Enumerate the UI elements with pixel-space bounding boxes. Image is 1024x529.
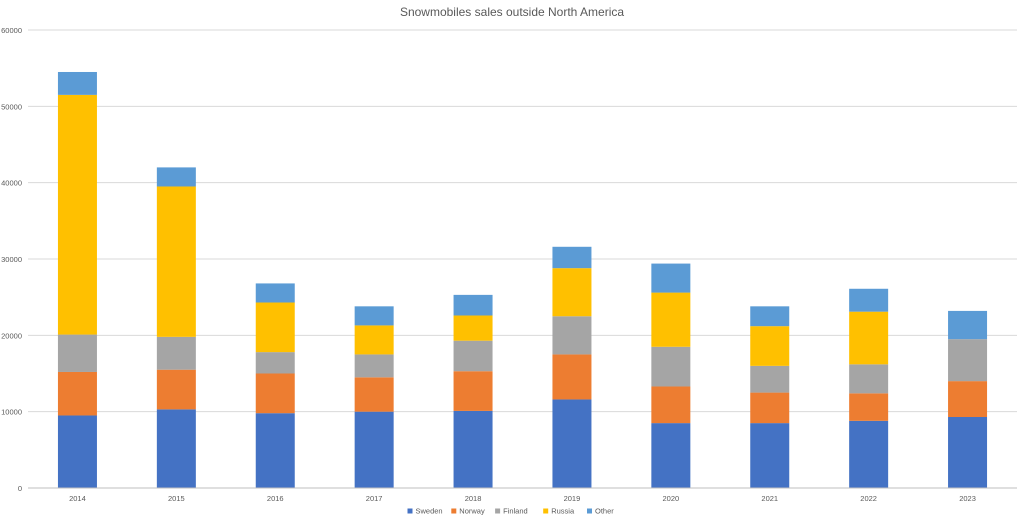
bar-other-2014 <box>57 71 97 95</box>
bar-other-2021 <box>750 306 790 327</box>
y-tick-label: 0 <box>18 484 22 493</box>
x-axis-ticks: 2014 2015 2016 2017 2018 2019 2020 2021 2022 2023 <box>69 494 976 503</box>
x-tick-label: 2014 <box>69 494 86 503</box>
x-tick-label: 2023 <box>959 494 976 503</box>
chart-title: Snowmobiles sales outside North America <box>400 5 624 19</box>
bar-sweden-2021 <box>750 423 790 488</box>
bar-finland-2014 <box>57 334 97 372</box>
legend-label-sweden: Sweden <box>416 507 443 516</box>
bar-sweden-2019 <box>552 399 592 488</box>
y-tick-label: 10000 <box>1 408 22 417</box>
bar-norway-2017 <box>354 377 394 412</box>
bar-norway-2015 <box>156 369 196 410</box>
bar-norway-2018 <box>453 371 493 411</box>
bar-norway-2016 <box>255 373 295 414</box>
bar-finland-2015 <box>156 336 196 370</box>
y-tick-label: 50000 <box>1 102 22 111</box>
legend-swatch-other <box>587 508 592 514</box>
bar-sweden-2016 <box>255 413 295 488</box>
x-tick-label: 2020 <box>663 494 680 503</box>
bar-other-2023 <box>948 310 988 340</box>
bar-russia-2022 <box>849 311 889 365</box>
legend-label-norway: Norway <box>459 507 485 516</box>
y-tick-label: 40000 <box>1 179 22 188</box>
bar-sweden-2014 <box>57 415 97 488</box>
bar-norway-2014 <box>57 371 97 416</box>
bar-norway-2020 <box>651 386 691 424</box>
bars <box>57 71 988 488</box>
bar-sweden-2020 <box>651 423 691 488</box>
bar-finland-2020 <box>651 346 691 387</box>
bar-russia-2016 <box>255 302 295 353</box>
bar-other-2018 <box>453 294 493 316</box>
bar-finland-2016 <box>255 352 295 374</box>
bar-sweden-2022 <box>849 420 889 488</box>
x-tick-label: 2016 <box>267 494 284 503</box>
bar-finland-2018 <box>453 340 493 372</box>
bar-russia-2021 <box>750 326 790 366</box>
x-tick-label: 2018 <box>465 494 482 503</box>
bar-sweden-2023 <box>948 417 988 488</box>
bar-sweden-2018 <box>453 410 493 488</box>
legend-swatch-russia <box>543 508 549 514</box>
y-tick-label: 20000 <box>1 331 22 340</box>
x-tick-label: 2019 <box>564 494 581 503</box>
x-tick-label: 2021 <box>761 494 778 503</box>
x-tick-label: 2015 <box>168 494 185 503</box>
bar-norway-2022 <box>849 393 889 421</box>
legend-swatch-finland <box>495 508 501 514</box>
bar-finland-2021 <box>750 365 790 393</box>
y-tick-label: 60000 <box>1 26 22 35</box>
x-tick-label: 2017 <box>366 494 383 503</box>
bar-other-2015 <box>156 167 196 187</box>
legend-label-other: Other <box>595 507 614 516</box>
bar-sweden-2015 <box>156 409 196 488</box>
bar-russia-2017 <box>354 325 394 355</box>
bar-russia-2014 <box>57 94 97 335</box>
bar-norway-2023 <box>948 381 988 418</box>
legend-swatch-norway <box>451 508 457 514</box>
bar-russia-2020 <box>651 292 691 347</box>
bar-russia-2018 <box>453 315 493 341</box>
bar-other-2020 <box>651 263 691 293</box>
bar-finland-2022 <box>849 364 889 394</box>
bar-norway-2021 <box>750 392 790 424</box>
bar-finland-2019 <box>552 316 592 355</box>
bar-finland-2017 <box>354 354 394 378</box>
legend: Sweden Norway Finland Russia Other <box>407 507 614 516</box>
bar-russia-2015 <box>156 186 196 337</box>
bar-other-2016 <box>255 283 295 303</box>
bar-russia-2019 <box>552 268 592 317</box>
legend-swatch-sweden <box>407 508 413 514</box>
bar-norway-2019 <box>552 354 592 400</box>
y-axis-ticks: 0 10000 20000 30000 40000 50000 60000 <box>1 26 22 493</box>
bar-other-2017 <box>354 306 394 326</box>
x-tick-label: 2022 <box>860 494 877 503</box>
y-tick-label: 30000 <box>1 255 22 264</box>
bar-other-2022 <box>849 288 889 312</box>
bar-sweden-2017 <box>354 411 394 488</box>
bar-other-2019 <box>552 246 592 269</box>
legend-label-finland: Finland <box>503 507 528 516</box>
legend-label-russia: Russia <box>551 507 575 516</box>
bar-finland-2023 <box>948 339 988 382</box>
